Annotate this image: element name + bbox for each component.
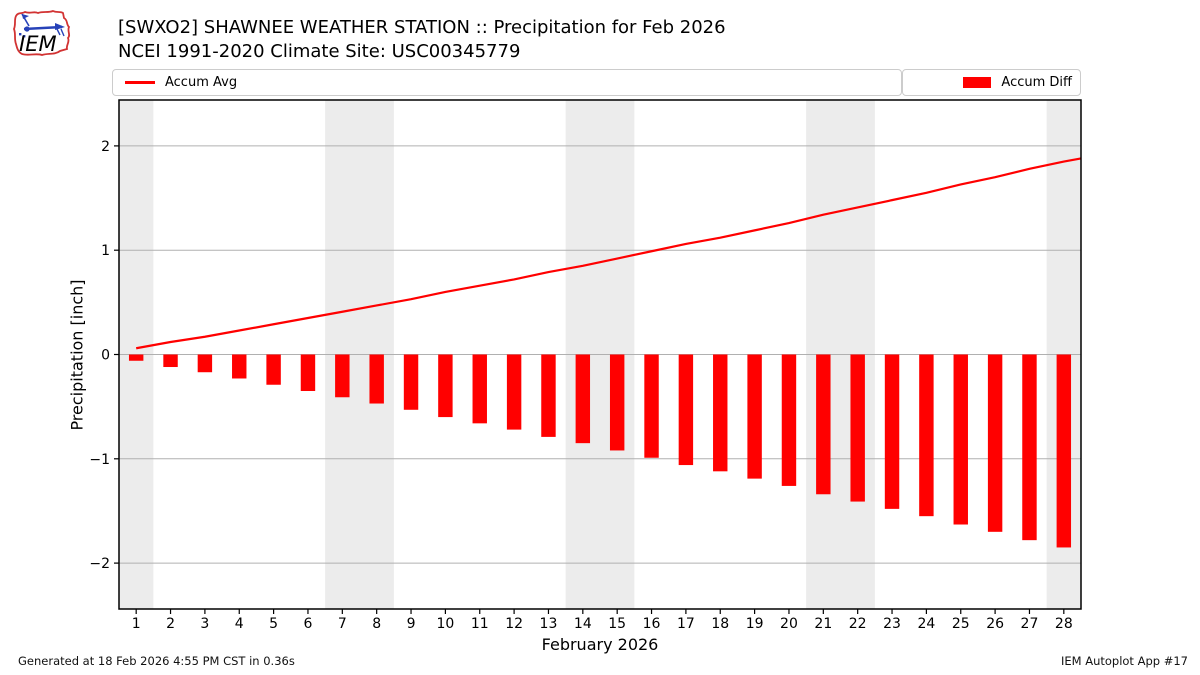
accum-avg-line-swatch <box>125 81 155 84</box>
accum-diff-bar-day-17 <box>678 354 694 466</box>
x-tick-label: 26 <box>986 616 1004 632</box>
x-tick-label: 27 <box>1021 616 1039 632</box>
x-tick-label: 24 <box>917 616 935 632</box>
accum-diff-bar-day-22 <box>850 354 865 502</box>
x-tick-label: 3 <box>200 616 209 632</box>
x-tick-label: 15 <box>608 616 626 632</box>
accum-diff-bar-day-11 <box>472 354 487 424</box>
accum-diff-bar-day-8 <box>369 354 384 404</box>
x-tick-label: 14 <box>574 616 592 632</box>
accum-diff-bar-day-7 <box>335 354 350 398</box>
x-tick-label: 23 <box>883 616 901 632</box>
accum-diff-bar-day-25 <box>953 354 968 525</box>
accum-diff-bar-day-15 <box>609 354 625 451</box>
x-tick-label: 25 <box>952 616 970 632</box>
y-axis-label: Precipitation [inch] <box>67 279 87 431</box>
accum-diff-bar-day-27 <box>1022 354 1037 541</box>
accum-diff-bar-day-26 <box>987 354 1003 532</box>
chart-header: [SWXO2] SHAWNEE WEATHER STATION :: Preci… <box>118 16 726 64</box>
x-tick-label: 12 <box>505 616 523 632</box>
accum-diff-bar-day-5 <box>266 354 281 385</box>
accum-diff-bar-day-24 <box>919 354 934 517</box>
x-tick-label: 9 <box>407 616 416 632</box>
accum-diff-bar-day-20 <box>781 354 797 486</box>
x-tick-label: 10 <box>436 616 454 632</box>
iem-logo-text: IEM <box>19 32 57 56</box>
x-tick-label: 19 <box>746 616 764 632</box>
x-tick-label: 28 <box>1055 616 1073 632</box>
accum-avg-line <box>135 157 1082 350</box>
x-tick-label: 5 <box>269 616 278 632</box>
accum-diff-bar-day-28 <box>1056 354 1072 548</box>
y-tick-label: −1 <box>89 452 110 468</box>
x-tick-label: 2 <box>166 616 175 632</box>
x-tick-label: 17 <box>677 616 695 632</box>
accum-diff-bar-day-14 <box>575 354 591 444</box>
accum-avg-label: Accum Avg <box>165 75 238 90</box>
x-tick-label: 7 <box>338 616 347 632</box>
x-tick-label: 22 <box>849 616 867 632</box>
y-tick-label: 0 <box>101 348 110 364</box>
accum-diff-bar-day-3 <box>197 354 213 373</box>
accum-diff-bar-day-4 <box>232 354 247 379</box>
x-tick-label: 21 <box>814 616 832 632</box>
x-tick-label: 4 <box>235 616 244 632</box>
accum-diff-bar-day-19 <box>747 354 762 479</box>
accum-diff-patch-swatch <box>963 77 992 88</box>
accum-diff-bar-day-9 <box>403 354 419 410</box>
y-tick-label: 1 <box>101 243 110 259</box>
app-credit: IEM Autoplot App #17 <box>1060 654 1188 668</box>
x-tick-label: 20 <box>780 616 798 632</box>
accum-diff-bar-day-16 <box>644 354 659 458</box>
accum-diff-bar-day-23 <box>884 354 900 509</box>
page-title: [SWXO2] SHAWNEE WEATHER STATION :: Preci… <box>118 17 726 38</box>
x-tick-label: 18 <box>711 616 729 632</box>
y-tick-label: 2 <box>101 139 110 155</box>
accum-diff-bar-day-6 <box>300 354 316 392</box>
accum-diff-label: Accum Diff <box>1001 75 1072 90</box>
weather-vane-icon <box>19 13 65 38</box>
accum-diff-bar-day-2 <box>163 354 178 368</box>
x-tick-label: 8 <box>372 616 381 632</box>
x-tick-label: 6 <box>304 616 313 632</box>
accum-diff-bar-day-12 <box>506 354 522 430</box>
page-subtitle: NCEI 1991-2020 Climate Site: USC00345779 <box>118 41 521 62</box>
generated-timestamp: Generated at 18 Feb 2026 4:55 PM CST in … <box>18 654 295 668</box>
legend-accum-diff: Accum Diff <box>902 69 1081 96</box>
accum-diff-bar-day-1 <box>128 354 144 361</box>
x-tick-label: 1 <box>132 616 141 632</box>
accum-diff-bar-day-13 <box>541 354 556 437</box>
accum-diff-bar-day-21 <box>816 354 831 495</box>
x-tick-label: 16 <box>643 616 661 632</box>
legend-accum-avg: Accum Avg <box>112 69 902 96</box>
x-axis-label: February 2026 <box>541 635 659 654</box>
iem-logo: IEM <box>13 10 71 56</box>
accum-diff-bar-day-18 <box>713 354 728 472</box>
x-tick-label: 13 <box>540 616 558 632</box>
x-tick-label: 11 <box>471 616 489 632</box>
accum-diff-bar-day-10 <box>438 354 453 418</box>
iowa-outline <box>13 10 71 56</box>
y-tick-label: −2 <box>89 556 110 572</box>
